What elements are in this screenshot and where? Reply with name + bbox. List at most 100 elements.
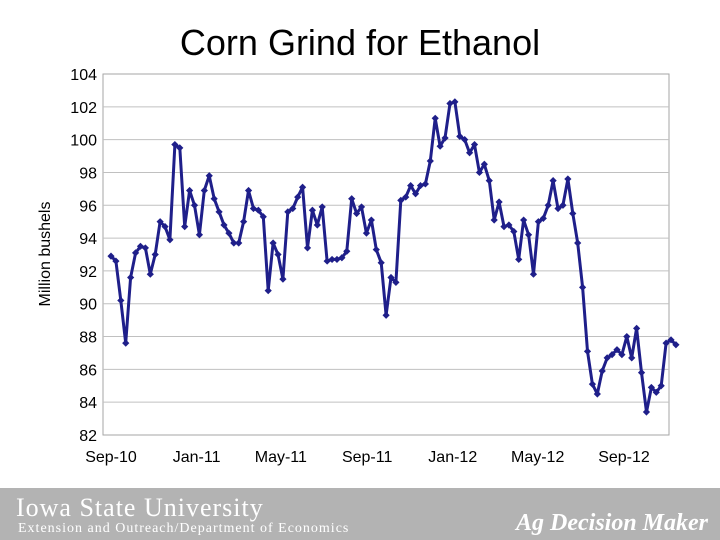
data-point	[416, 181, 425, 190]
data-point	[623, 332, 631, 341]
x-tick-label: Sep-10	[85, 449, 137, 466]
y-tick-label: 82	[79, 428, 97, 445]
data-point	[402, 193, 410, 201]
data-point	[185, 186, 194, 195]
brand-name: Ag Decision Maker	[516, 510, 708, 536]
data-point	[539, 214, 547, 222]
data-point	[411, 190, 420, 198]
footer-bar: Iowa State University Extension and Outr…	[0, 488, 720, 540]
data-point	[652, 388, 660, 396]
data-point	[470, 140, 479, 149]
data-point	[637, 369, 646, 377]
data-point	[215, 208, 223, 216]
data-point	[200, 186, 208, 195]
data-point	[289, 204, 297, 213]
data-point	[254, 206, 262, 214]
data-point	[176, 144, 184, 152]
data-point	[171, 140, 179, 149]
data-point	[151, 250, 159, 259]
data-point	[195, 231, 204, 239]
data-point	[451, 98, 459, 106]
data-point	[647, 383, 655, 392]
data-point	[225, 229, 233, 237]
data-point	[377, 259, 385, 267]
data-point	[190, 201, 199, 209]
data-point	[284, 208, 292, 216]
data-point	[259, 213, 267, 221]
y-tick-label: 88	[79, 330, 97, 347]
data-point	[515, 255, 523, 264]
data-point	[529, 270, 538, 278]
x-tick-label: Sep-12	[598, 449, 650, 466]
data-point	[230, 239, 238, 247]
series-group	[107, 98, 680, 416]
data-point	[564, 175, 572, 183]
data-point	[461, 136, 469, 144]
data-point	[480, 160, 488, 168]
data-point	[117, 296, 125, 305]
data-point	[456, 132, 464, 140]
data-point	[343, 247, 351, 255]
data-point	[554, 204, 562, 213]
chart-title: Corn Grind for Ethanol	[179, 22, 541, 63]
y-tick-label: 96	[79, 198, 97, 215]
data-point	[294, 193, 302, 201]
data-point	[569, 209, 577, 218]
data-point	[156, 218, 164, 226]
data-point	[662, 339, 670, 347]
data-point	[328, 255, 336, 264]
university-name: Iowa State University	[16, 493, 264, 522]
data-point	[603, 354, 611, 362]
data-point	[598, 367, 606, 375]
data-point	[353, 209, 361, 218]
data-point	[382, 311, 390, 319]
data-point	[485, 177, 493, 185]
data-point	[628, 354, 636, 362]
data-point	[235, 239, 243, 247]
plot-area	[102, 73, 670, 436]
data-point	[593, 390, 601, 398]
data-point	[588, 380, 597, 388]
data-point	[362, 229, 371, 237]
data-point	[348, 195, 356, 203]
data-point	[544, 201, 552, 209]
data-point	[441, 134, 449, 142]
data-point	[318, 203, 326, 211]
data-point	[436, 142, 444, 150]
data-point	[397, 196, 405, 204]
line-chart: 82 84 86 88 90 92 94 96 98 100 102 104 Sep-10 Jan-11…	[37, 67, 680, 466]
data-point	[146, 270, 154, 278]
data-point	[220, 221, 228, 229]
data-point	[274, 250, 282, 259]
y-tick-label: 90	[79, 297, 97, 314]
data-point	[181, 223, 189, 231]
data-point	[161, 223, 169, 231]
data-point	[392, 278, 400, 286]
x-tick-label: May-11	[255, 449, 307, 466]
data-point	[510, 227, 518, 236]
data-point	[524, 231, 533, 239]
data-point	[578, 283, 587, 291]
data-point	[495, 198, 503, 206]
data-point	[308, 206, 317, 214]
y-tick-label: 92	[79, 264, 97, 281]
data-point	[505, 221, 513, 229]
data-point	[313, 221, 321, 229]
data-point	[421, 180, 429, 188]
x-tick-label: Sep-11	[342, 449, 393, 466]
data-point	[657, 382, 665, 390]
data-point	[618, 350, 626, 359]
data-point	[264, 287, 272, 295]
y-axis-label: Million bushels	[37, 202, 54, 307]
data-point	[559, 201, 567, 209]
data-point	[367, 216, 375, 224]
data-point	[583, 347, 592, 355]
data-point	[466, 149, 474, 157]
data-point	[112, 257, 120, 265]
data-point	[244, 186, 253, 195]
data-point	[210, 195, 218, 203]
y-tick-label: 84	[79, 395, 97, 412]
data-point	[407, 181, 415, 190]
x-tick-label: May-12	[511, 449, 564, 466]
data-point	[475, 168, 484, 177]
